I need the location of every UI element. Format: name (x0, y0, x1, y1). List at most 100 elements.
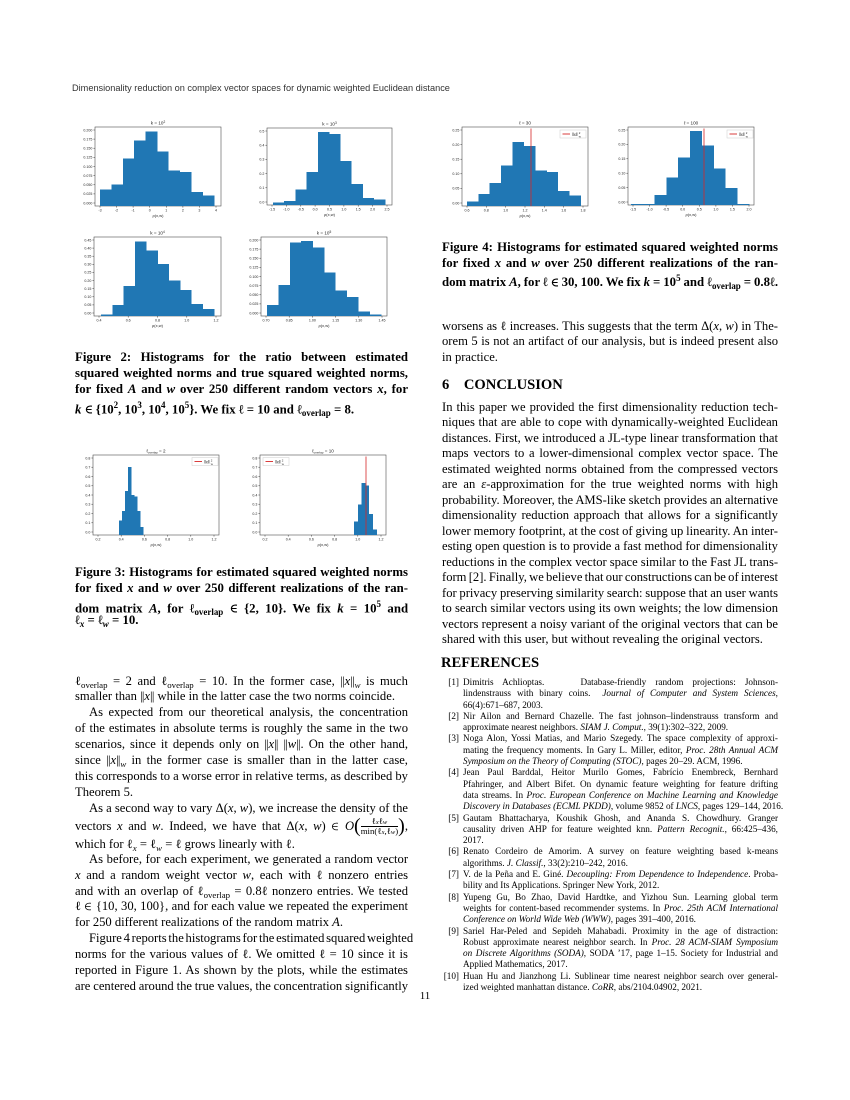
svg-text:1.2: 1.2 (212, 537, 217, 541)
svg-text:0.4: 0.4 (97, 318, 102, 322)
svg-text:0.45: 0.45 (84, 238, 91, 242)
svg-text:ρ(x,w): ρ(x,w) (153, 213, 165, 218)
svg-text:-1.5: -1.5 (630, 207, 636, 211)
svg-text:0.6: 0.6 (142, 537, 147, 541)
svg-text:-0.5: -0.5 (663, 207, 669, 211)
svg-text:1.5: 1.5 (730, 207, 735, 211)
svg-text:0.5: 0.5 (327, 207, 332, 211)
svg-text:w: w (746, 135, 749, 139)
svg-text:0.10: 0.10 (618, 172, 625, 176)
svg-text:0.25: 0.25 (84, 271, 91, 275)
svg-text:0.6: 0.6 (465, 208, 470, 212)
svg-text:2.5: 2.5 (385, 207, 390, 211)
svg-text:1.4: 1.4 (542, 208, 547, 212)
svg-text:1.15: 1.15 (332, 318, 339, 322)
svg-text:2: 2 (211, 458, 213, 462)
svg-text:0.4: 0.4 (85, 493, 90, 497)
svg-text:ρ(x,w): ρ(x,w) (319, 323, 331, 328)
svg-text:0.100: 0.100 (249, 275, 258, 279)
svg-text:0.15: 0.15 (84, 287, 91, 291)
svg-text:0.05: 0.05 (618, 186, 625, 190)
svg-text:‖x‖: ‖x‖ (275, 459, 281, 464)
svg-text:0.025: 0.025 (249, 302, 258, 306)
svg-text:0.3: 0.3 (85, 503, 90, 507)
svg-text:1.8: 1.8 (581, 208, 586, 212)
svg-text:w: w (282, 462, 285, 466)
svg-text:0.5: 0.5 (252, 484, 257, 488)
svg-text:0.125: 0.125 (249, 266, 258, 270)
svg-text:1.2: 1.2 (523, 208, 528, 212)
svg-text:ℓ = 30: ℓ = 30 (519, 121, 531, 126)
svg-text:1.45: 1.45 (379, 318, 386, 322)
svg-text:ℓoverlap = 2: ℓoverlap = 2 (146, 449, 166, 455)
svg-text:4: 4 (215, 208, 217, 212)
svg-text:-1.5: -1.5 (269, 207, 275, 211)
svg-text:0.25: 0.25 (618, 128, 625, 132)
svg-text:1.00: 1.00 (309, 318, 316, 322)
svg-text:-1: -1 (131, 208, 134, 212)
svg-text:0.00: 0.00 (452, 201, 459, 205)
svg-text:0.30: 0.30 (84, 263, 91, 267)
svg-text:1.0: 1.0 (503, 208, 508, 212)
svg-text:0.4: 0.4 (119, 537, 124, 541)
svg-text:1.0: 1.0 (341, 207, 346, 211)
svg-text:0.0: 0.0 (680, 207, 685, 211)
svg-text:0.175: 0.175 (249, 247, 258, 251)
svg-text:‖x‖: ‖x‖ (572, 132, 578, 137)
svg-text:0.8: 0.8 (155, 318, 160, 322)
svg-text:0.200: 0.200 (249, 238, 258, 242)
svg-text:0.1: 0.1 (85, 521, 90, 525)
svg-text:0.8: 0.8 (484, 208, 489, 212)
svg-text:0.3: 0.3 (259, 158, 264, 162)
svg-text:k = 105: k = 105 (317, 230, 332, 236)
svg-text:0.2: 0.2 (85, 512, 90, 516)
svg-text:ρ(x,w): ρ(x,w) (152, 323, 164, 328)
svg-text:0.8: 0.8 (165, 537, 170, 541)
svg-text:ρ(x,w): ρ(x,w) (324, 212, 336, 217)
svg-text:ρ(x,w): ρ(x,w) (318, 542, 330, 547)
svg-text:0.1: 0.1 (252, 521, 257, 525)
svg-text:0.0: 0.0 (252, 530, 257, 534)
svg-text:0.2: 0.2 (252, 512, 257, 516)
svg-text:ρ(x,w): ρ(x,w) (686, 212, 698, 217)
svg-text:0.6: 0.6 (126, 318, 131, 322)
svg-text:0.15: 0.15 (452, 158, 459, 162)
svg-text:k = 104: k = 104 (150, 230, 165, 236)
svg-text:0.4: 0.4 (286, 537, 291, 541)
svg-text:1.0: 1.0 (713, 207, 718, 211)
svg-text:k = 102: k = 102 (151, 120, 166, 126)
svg-text:1: 1 (165, 208, 167, 212)
svg-text:0.2: 0.2 (263, 537, 268, 541)
svg-text:‖x‖: ‖x‖ (739, 132, 745, 137)
svg-text:0.175: 0.175 (83, 137, 92, 141)
svg-text:0.6: 0.6 (252, 475, 257, 479)
svg-text:1.2: 1.2 (379, 537, 384, 541)
svg-text:2: 2 (579, 131, 581, 135)
svg-text:1.2: 1.2 (214, 318, 219, 322)
svg-text:0.20: 0.20 (84, 279, 91, 283)
svg-text:0.100: 0.100 (83, 165, 92, 169)
svg-text:0.00: 0.00 (618, 200, 625, 204)
svg-text:0.00: 0.00 (84, 311, 91, 315)
svg-text:0.8: 0.8 (85, 456, 90, 460)
svg-text:0.5: 0.5 (697, 207, 702, 211)
svg-text:ℓ = 100: ℓ = 100 (684, 121, 699, 126)
svg-text:2.0: 2.0 (747, 207, 752, 211)
svg-text:0.10: 0.10 (84, 295, 91, 299)
svg-text:-3: -3 (98, 208, 101, 212)
svg-text:0.8: 0.8 (332, 537, 337, 541)
svg-text:0.0: 0.0 (85, 530, 90, 534)
svg-text:0.7: 0.7 (85, 466, 90, 470)
svg-text:2: 2 (746, 131, 748, 135)
svg-text:2: 2 (282, 458, 284, 462)
svg-text:-2: -2 (115, 208, 118, 212)
svg-text:w: w (579, 135, 582, 139)
svg-text:0.000: 0.000 (249, 311, 258, 315)
svg-text:0.125: 0.125 (83, 156, 92, 160)
svg-text:0.2: 0.2 (259, 172, 264, 176)
svg-text:1.6: 1.6 (561, 208, 566, 212)
svg-text:k = 103: k = 103 (322, 121, 337, 127)
svg-text:0.6: 0.6 (85, 475, 90, 479)
svg-text:0.025: 0.025 (83, 192, 92, 196)
svg-text:0.1: 0.1 (259, 186, 264, 190)
